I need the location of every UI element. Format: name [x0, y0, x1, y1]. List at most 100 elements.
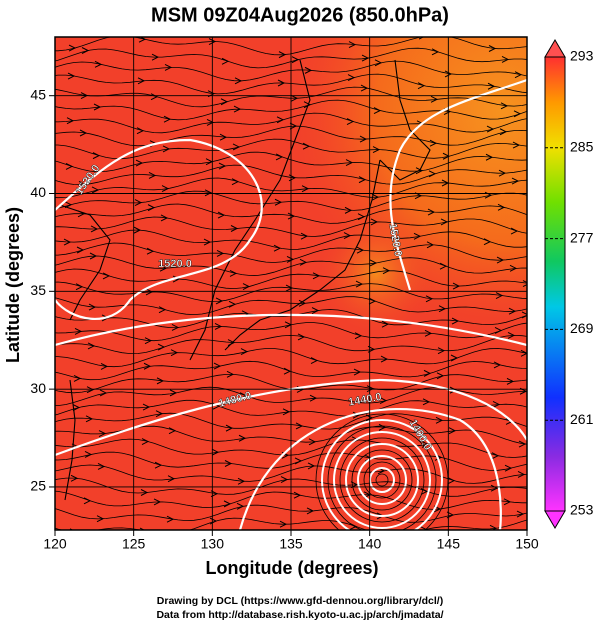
stream-arrow — [275, 153, 284, 161]
streamline — [55, 464, 527, 484]
stream-arrow — [308, 438, 317, 446]
stream-arrow — [446, 511, 455, 519]
stream-arrow — [153, 498, 162, 506]
stream-arrow — [65, 162, 74, 170]
stream-arrow — [234, 77, 243, 85]
stream-arrow — [172, 275, 181, 283]
stream-arrow — [238, 434, 247, 442]
stream-arrow — [379, 397, 388, 405]
stream-arrow — [166, 515, 175, 523]
stream-arrow — [225, 424, 234, 432]
coastline — [64, 379, 76, 501]
stream-arrow — [372, 146, 381, 154]
stream-arrow — [98, 430, 107, 437]
stream-arrow — [371, 193, 380, 201]
streamline — [55, 164, 527, 186]
stream-arrow — [488, 45, 497, 52]
typhoon-ring — [357, 455, 407, 505]
x-tick-label: 125 — [122, 536, 146, 552]
contour-label: 1440.0 — [347, 391, 382, 409]
stream-arrow — [156, 377, 165, 385]
stream-arrow — [92, 152, 101, 160]
stream-arrow — [151, 53, 160, 61]
y-tick-label: 35 — [30, 282, 46, 298]
stream-arrow — [436, 372, 445, 380]
stream-arrow — [285, 284, 294, 292]
stream-arrow — [312, 272, 321, 280]
stream-arrow — [343, 232, 352, 240]
stream-arrow — [303, 101, 312, 109]
stream-arrow — [365, 414, 374, 422]
coastline — [59, 204, 111, 321]
stream-arrow — [452, 282, 461, 290]
stream-arrow — [295, 422, 304, 430]
stream-arrow — [142, 403, 151, 411]
stream-arrow — [150, 93, 159, 101]
stream-arrow — [89, 252, 98, 260]
stream-arrow — [499, 128, 508, 136]
stream-arrow — [144, 337, 153, 345]
stream-arrow — [413, 232, 422, 240]
stream-arrow — [510, 227, 519, 235]
stream-arrow — [154, 461, 163, 469]
stream-arrow — [170, 349, 179, 357]
stream-arrow — [158, 306, 167, 314]
stream-arrow — [368, 297, 377, 305]
colorbar-tick-label: 277 — [570, 229, 594, 245]
streamline — [55, 177, 527, 199]
stream-arrow — [415, 167, 424, 175]
stream-arrow — [287, 212, 296, 220]
streamline — [55, 412, 527, 430]
stream-arrow — [240, 348, 249, 356]
y-tick-label: 40 — [30, 184, 46, 200]
y-tick-label: 30 — [30, 380, 46, 396]
stream-arrow — [507, 331, 516, 339]
stream-arrow — [347, 74, 356, 82]
colorbar-tick-label: 285 — [570, 139, 594, 155]
stream-arrow — [431, 48, 440, 56]
stream-arrow — [442, 152, 451, 160]
stream-arrow — [136, 127, 145, 135]
stream-arrow — [79, 129, 88, 137]
stream-arrow — [427, 208, 436, 216]
stream-arrow — [353, 368, 362, 376]
typhoon-ring — [351, 449, 413, 511]
stream-arrow — [355, 280, 364, 288]
stream-arrow — [97, 463, 106, 470]
stream-arrow — [91, 186, 100, 194]
stream-arrow — [380, 355, 389, 363]
stream-arrow — [304, 66, 313, 74]
stream-arrow — [232, 143, 241, 151]
stream-arrow — [203, 238, 212, 246]
stream-arrow — [493, 361, 502, 369]
colorbar-extend — [544, 510, 566, 529]
stream-arrow — [307, 462, 316, 470]
stream-arrow — [162, 145, 171, 153]
stream-arrow — [242, 283, 251, 291]
stream-arrow — [215, 297, 224, 305]
colorbar-extend — [544, 39, 566, 58]
stream-arrow — [164, 63, 173, 71]
typhoon-ring — [321, 419, 443, 530]
stream-arrow — [360, 84, 369, 92]
colorbar-tick-label: 293 — [570, 48, 594, 64]
stream-arrow — [483, 238, 492, 246]
stream-arrow — [226, 370, 235, 378]
stream-arrow — [373, 107, 382, 115]
stream-arrow — [424, 329, 433, 337]
stream-arrow — [155, 410, 164, 418]
stream-arrow — [426, 241, 435, 249]
streamline — [55, 47, 527, 69]
stream-arrow — [85, 415, 94, 423]
stream-arrow — [492, 401, 501, 408]
stream-arrow — [219, 133, 228, 141]
stream-arrow — [141, 438, 150, 445]
colorbar-tick-label: 269 — [570, 320, 594, 336]
stream-arrow — [512, 141, 521, 149]
stream-arrow — [276, 116, 285, 124]
stream-arrow — [357, 213, 366, 221]
stream-arrow — [516, 510, 525, 518]
streamline — [55, 216, 527, 237]
stream-arrow — [417, 82, 426, 90]
stream-arrow — [211, 448, 220, 456]
